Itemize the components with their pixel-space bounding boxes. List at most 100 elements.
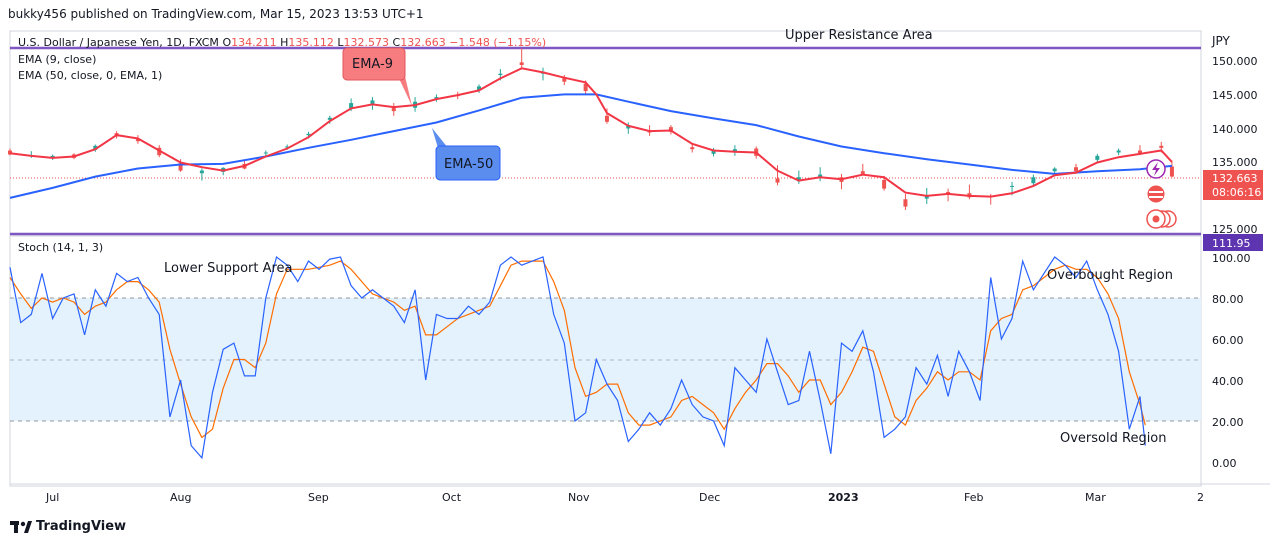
ema9-callout-text: EMA-9 <box>352 57 393 72</box>
lower-support-label: Lower Support Area <box>164 261 293 276</box>
time-tick: Jul <box>45 491 59 504</box>
candle-body[interactable] <box>434 97 439 99</box>
candle-body[interactable] <box>562 77 567 82</box>
time-tick: Dec <box>699 491 720 504</box>
symbol-legend[interactable]: U.S. Dollar / Japanese Yen, 1D, FXCM O13… <box>18 36 546 49</box>
price-tick: 135.000 <box>1212 156 1258 169</box>
ema50-legend[interactable]: EMA (50, close, 0, EMA, 1) <box>18 69 163 82</box>
candle-body[interactable] <box>1095 155 1100 160</box>
us-flag-stripes <box>1149 196 1163 198</box>
price-tick: 150.000 <box>1212 55 1258 68</box>
candle-body[interactable] <box>135 139 140 142</box>
upper-resistance-label: Upper Resistance Area <box>785 28 933 43</box>
ema9-legend[interactable]: EMA (9, close) <box>18 53 97 66</box>
low-value: 132.573 <box>343 36 390 49</box>
symbol-name: U.S. Dollar / Japanese Yen, 1D, FXCM <box>18 36 219 49</box>
candle-body[interactable] <box>860 171 865 174</box>
candle-body[interactable] <box>1137 150 1142 154</box>
candles-group <box>8 48 1174 210</box>
candle-body[interactable] <box>1052 168 1057 172</box>
ema50-callout-box[interactable] <box>435 145 501 181</box>
lightning-icon-glyph <box>1152 162 1160 176</box>
candle-body[interactable] <box>477 86 482 91</box>
japan-flag-dot <box>1152 215 1160 223</box>
low-label: L <box>337 36 344 49</box>
stoch-tick: 80.00 <box>1212 293 1244 306</box>
ema9-line[interactable] <box>9 67 1173 198</box>
candle-body[interactable] <box>775 178 780 183</box>
candle-body[interactable] <box>50 155 55 158</box>
candle-body[interactable] <box>1074 167 1078 172</box>
us-flag-icon[interactable] <box>1146 184 1166 204</box>
candle-body[interactable] <box>8 150 12 155</box>
candle-body[interactable] <box>349 103 354 109</box>
stoch-tick: 100.00 <box>1212 252 1251 265</box>
candle-body[interactable] <box>604 115 609 122</box>
time-tick: 2023 <box>828 491 859 504</box>
ema50-callout-pointer <box>432 128 448 148</box>
countdown-value: 08:06:16 <box>1212 186 1261 199</box>
time-tick: Nov <box>568 491 590 504</box>
candle-body[interactable] <box>882 179 887 189</box>
candle-body[interactable] <box>903 199 908 207</box>
overbought-label: Overbought Region <box>1047 268 1173 283</box>
candle-body[interactable] <box>818 174 823 177</box>
publisher-header: bukky456 published on TradingView.com, M… <box>8 7 424 21</box>
support-level-badge <box>1203 234 1263 251</box>
ema9-callout-box[interactable] <box>342 47 406 81</box>
candle-body[interactable] <box>370 100 375 104</box>
price-tick: 125.000 <box>1212 223 1258 236</box>
stoch-tick: 60.00 <box>1212 334 1244 347</box>
us-flag-stripes <box>1149 191 1163 193</box>
candle-body[interactable] <box>263 152 268 154</box>
candle-body[interactable] <box>519 62 524 66</box>
change-value: −1.548 (−1.15%) <box>449 36 547 49</box>
time-tick: Sep <box>308 491 329 504</box>
time-tick: Mar <box>1085 491 1106 504</box>
high-label: H <box>280 36 289 49</box>
candle-body[interactable] <box>796 177 801 182</box>
candle-body[interactable] <box>178 163 183 171</box>
open-value: 134.211 <box>231 36 277 49</box>
stoch-tick: 40.00 <box>1212 375 1244 388</box>
candle-body[interactable] <box>391 106 396 112</box>
stoch-tick: 0.00 <box>1212 457 1237 470</box>
candle-body[interactable] <box>924 195 929 199</box>
candle-body[interactable] <box>306 133 311 136</box>
tradingview-logo-icon <box>10 520 32 533</box>
price-tick: 145.000 <box>1212 89 1258 102</box>
time-tick: Aug <box>170 491 191 504</box>
candle-body[interactable] <box>1159 145 1164 148</box>
candle-body[interactable] <box>327 117 332 120</box>
oversold-label: Oversold Region <box>1060 431 1167 446</box>
candle-body[interactable] <box>498 73 503 76</box>
ema50-callout-text: EMA-50 <box>444 157 493 172</box>
candle-body[interactable] <box>711 150 716 154</box>
close-label: C <box>392 36 401 49</box>
candle-body[interactable] <box>1169 166 1174 177</box>
candle-body[interactable] <box>1116 150 1121 153</box>
candle-body[interactable] <box>93 145 98 150</box>
price-axis-unit: JPY <box>1211 34 1231 48</box>
price-tick: 140.000 <box>1212 123 1258 136</box>
time-tick: 2 <box>1197 491 1204 504</box>
candle-body[interactable] <box>668 127 673 132</box>
candle-body[interactable] <box>583 83 588 92</box>
candle-body[interactable] <box>199 170 204 174</box>
stoch-legend[interactable]: Stoch (14, 1, 3) <box>18 241 104 254</box>
candle-body[interactable] <box>690 147 695 150</box>
stoch-k-line[interactable] <box>9 255 1146 460</box>
stoch-d-line[interactable] <box>9 260 1146 439</box>
last-price-value: 132.663 <box>1212 172 1258 185</box>
candle-body[interactable] <box>285 146 290 148</box>
candle-body[interactable] <box>1010 185 1015 187</box>
stoch-tick: 20.00 <box>1212 416 1244 429</box>
time-tick: Feb <box>964 491 983 504</box>
brand-name: TradingView <box>36 519 127 534</box>
tradingview-brand[interactable]: TradingView <box>10 519 126 534</box>
candle-body[interactable] <box>1031 177 1036 184</box>
ema50-line[interactable] <box>9 93 1173 199</box>
open-label: O <box>222 36 232 49</box>
